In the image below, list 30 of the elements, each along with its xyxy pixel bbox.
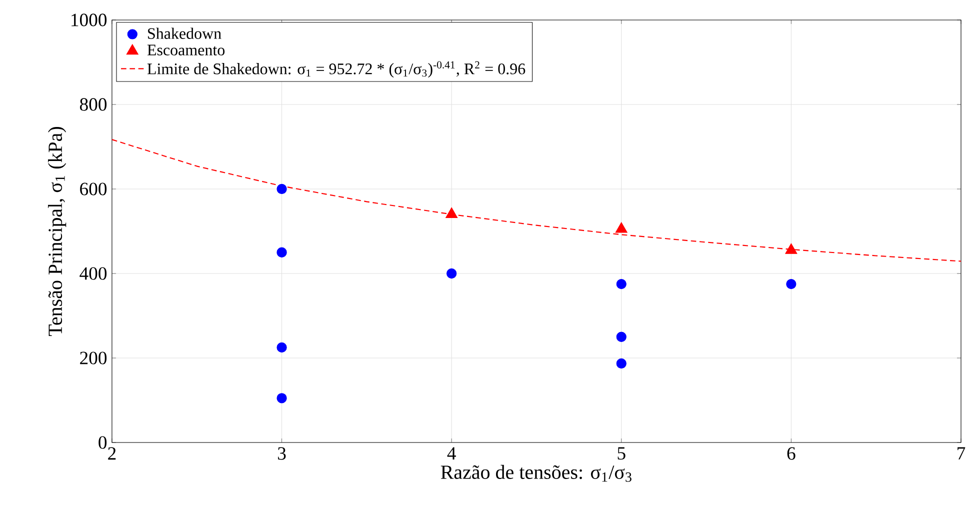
legend-label: Escoamento xyxy=(147,44,225,56)
x-tick-label: 3 xyxy=(278,447,286,460)
y-tick-label: 400 xyxy=(80,267,107,280)
point xyxy=(276,342,287,353)
x-tick-label: 2 xyxy=(108,447,116,460)
x-tick-label: 5 xyxy=(618,447,626,460)
point xyxy=(276,393,287,404)
point xyxy=(616,358,626,369)
line-series xyxy=(112,139,962,262)
y-tick-label: 800 xyxy=(80,98,107,111)
y-tick-label: 200 xyxy=(80,352,107,364)
point xyxy=(276,184,287,194)
x-tick-label: 4 xyxy=(447,447,456,460)
text: Limite de Shakedown: σ$_{1}$ = 952.72 * (σ$_{1}$/σ$_{3}$)$^{-0.41}$, R$^{2}$ = 0.96 xyxy=(147,61,526,78)
x-tick-label: 6 xyxy=(787,447,796,460)
y-tick-label: 0 xyxy=(98,436,107,449)
point xyxy=(786,279,796,290)
point xyxy=(785,243,798,254)
point xyxy=(616,332,626,342)
point xyxy=(276,247,287,258)
y-tick-label: 1000 xyxy=(72,14,107,26)
point xyxy=(446,208,458,218)
point xyxy=(616,279,626,290)
y-axis-title: Tensão Principal, σ$_{1}$ (kPa) xyxy=(48,127,66,336)
legend-label: Shakedown xyxy=(148,28,222,40)
point xyxy=(446,268,457,279)
x-tick-label: 7 xyxy=(958,447,966,460)
x-axis-title: Razão de tensões: σ$_{1}$/σ$_{3}$ xyxy=(440,465,632,482)
y-tick-label: 600 xyxy=(80,182,107,196)
point xyxy=(615,222,628,233)
